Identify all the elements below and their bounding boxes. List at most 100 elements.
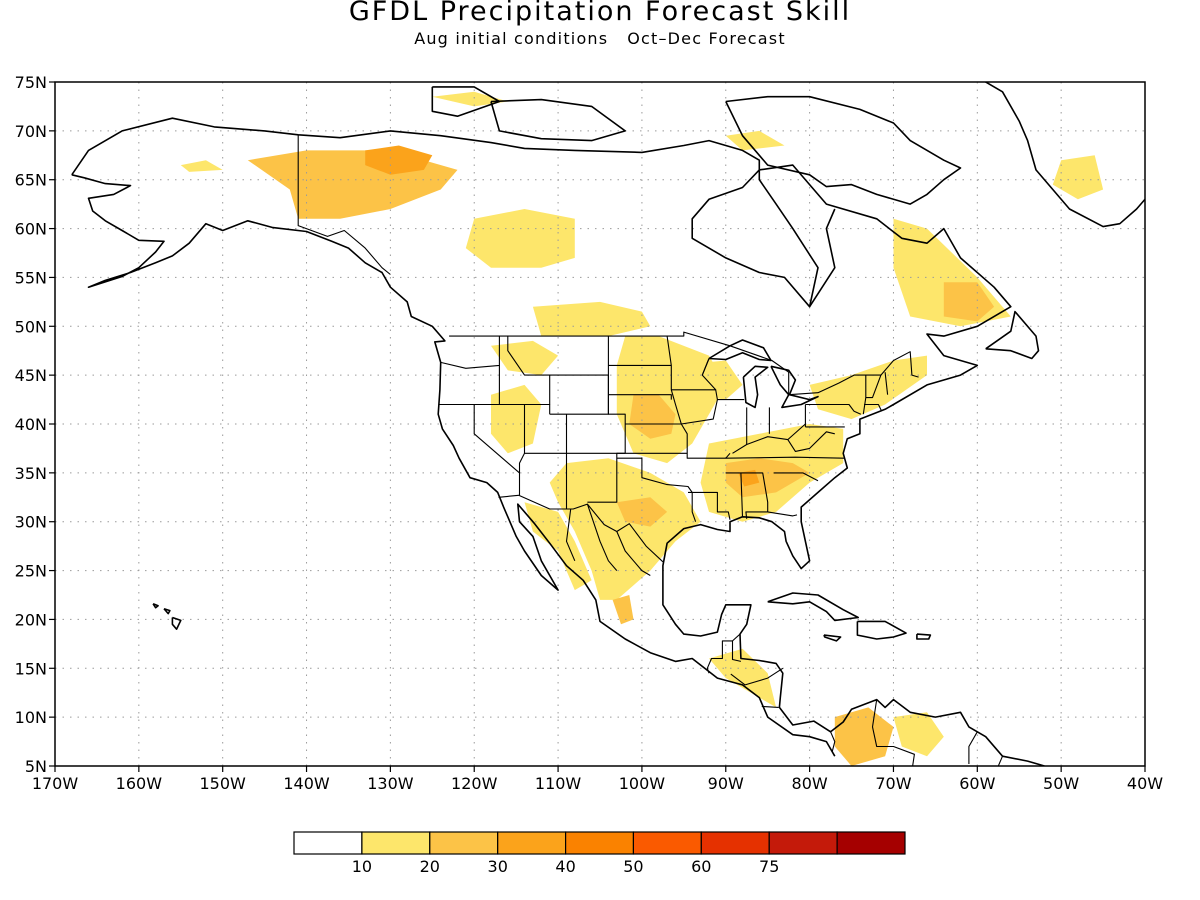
boundary-state-wi-mn bbox=[701, 358, 710, 376]
lat-label-55N: 55N bbox=[15, 268, 47, 287]
lon-label-70W: 70W bbox=[875, 774, 911, 793]
boundary-state-ia-mo bbox=[670, 389, 718, 425]
lon-label-50W: 50W bbox=[1043, 774, 1079, 793]
latitude-tick-labels: 5N 10N 15N 20N 25N 30N 35N 40N 45N 50N 55N 60N 65N 70… bbox=[15, 73, 55, 776]
legend-level-50: 50 bbox=[623, 857, 643, 876]
map-title: GFDL Precipitation Forecast Skill bbox=[348, 0, 852, 27]
coastline-jamaica bbox=[823, 634, 842, 642]
skill-region-texas-core bbox=[616, 497, 668, 527]
lat-label-35N: 35N bbox=[15, 464, 47, 483]
boundary-colombia-venezuela bbox=[871, 699, 915, 766]
legend-level-30: 30 bbox=[488, 857, 508, 876]
coastline-banks-island bbox=[431, 86, 501, 117]
coastline-great-lakes-huron-erie bbox=[770, 365, 819, 409]
map-frame bbox=[54, 81, 1146, 767]
skill-region-southeast-peak bbox=[738, 469, 760, 487]
lon-label-100W: 100W bbox=[619, 774, 666, 793]
coastline-hawaii-oahu bbox=[152, 603, 159, 609]
boundary-state-tn-nc-ga bbox=[773, 472, 819, 482]
legend-level-20: 20 bbox=[420, 857, 440, 876]
boundary-state-pa-ny bbox=[805, 403, 862, 415]
skill-region-arctic-island bbox=[432, 91, 508, 107]
skill-region-mexico-west bbox=[524, 502, 592, 591]
skill-region-central-america bbox=[709, 648, 777, 708]
boundary-state-ok-tx bbox=[616, 457, 697, 522]
legend-swatch bbox=[429, 831, 499, 855]
boundary-state-mo-ar bbox=[680, 423, 731, 459]
lon-label-130W: 130W bbox=[367, 774, 414, 793]
legend-swatch bbox=[293, 831, 363, 855]
skill-region-arctic-island-2 bbox=[725, 130, 785, 151]
boundary-alaska-canada-border bbox=[297, 134, 391, 275]
boundary-state-ar-la bbox=[688, 491, 731, 520]
boundary-mexico-states-2 bbox=[586, 503, 618, 571]
skill-region-venezuela bbox=[893, 712, 944, 757]
boundary-mexico-states bbox=[565, 508, 576, 562]
lon-label-140W: 140W bbox=[283, 774, 330, 793]
legend-swatch bbox=[768, 831, 838, 855]
lon-label-60W: 60W bbox=[959, 774, 995, 793]
boundary-guyana-suriname bbox=[997, 755, 1004, 766]
skill-region-prairies bbox=[532, 301, 651, 337]
coastline-victoria-island bbox=[490, 98, 627, 142]
map-subtitle: Aug initial conditions Oct–Dec Forecast bbox=[0, 29, 1200, 49]
coastline-baffin bbox=[725, 95, 962, 205]
boundary-state-idaho-mt bbox=[498, 336, 551, 406]
boundary-state-mt-nd bbox=[587, 336, 626, 503]
legend-swatch bbox=[632, 831, 702, 855]
skill-region-s-plains-texas bbox=[549, 458, 701, 600]
legend-swatch bbox=[564, 831, 635, 855]
lat-label-40N: 40N bbox=[15, 415, 47, 434]
longitude-tick-labels: 170W 160W 150W 140W 130W 120W 110W 100W 90W 80W 70… bbox=[32, 766, 1163, 793]
legend-level-60: 60 bbox=[691, 857, 711, 876]
legend-swatch bbox=[700, 831, 770, 855]
subtitle-initial-conditions: Aug initial conditions bbox=[414, 29, 609, 48]
coastline-puerto-rico bbox=[916, 633, 932, 640]
legend-swatch bbox=[361, 831, 431, 855]
skill-region-mexico-south bbox=[612, 595, 634, 625]
boundary-state-wy bbox=[549, 374, 609, 415]
coastline-newfoundland bbox=[985, 310, 1040, 360]
skill-region-nwt-lakes bbox=[465, 209, 575, 268]
political-boundaries-layer bbox=[297, 134, 1004, 766]
lon-label-110W: 110W bbox=[535, 774, 582, 793]
skill-region-colombia bbox=[834, 707, 894, 766]
boundary-mexico-states-3 bbox=[616, 531, 651, 576]
subtitle-forecast-period: Oct–Dec Forecast bbox=[627, 29, 786, 48]
boundary-state-ma-ct bbox=[864, 403, 883, 412]
skill-region-southeast-core bbox=[725, 458, 810, 498]
boundary-us-canada-border bbox=[449, 331, 919, 396]
legend-level-40: 40 bbox=[555, 857, 575, 876]
skill-region-yukon-core bbox=[365, 145, 433, 175]
coastline-hudson-bay-inner bbox=[808, 208, 836, 308]
coastline-greenland bbox=[984, 82, 1145, 228]
coastline-hispaniola bbox=[856, 620, 907, 640]
lat-label-70N: 70N bbox=[15, 122, 47, 141]
legend-swatch bbox=[497, 831, 567, 855]
lat-label-15N: 15N bbox=[15, 659, 47, 678]
lat-lon-grid bbox=[55, 82, 1145, 766]
lat-label-45N: 45N bbox=[15, 366, 47, 385]
color-legend: 10 20 30 40 50 60 75 bbox=[293, 831, 906, 876]
legend-level-75: 75 bbox=[759, 857, 779, 876]
lon-label-120W: 120W bbox=[451, 774, 498, 793]
skill-region-greenland-s bbox=[1052, 155, 1104, 200]
boundary-state-sd-ne bbox=[608, 394, 672, 400]
coastline-cuba bbox=[767, 592, 860, 622]
coastline-hawaii-maui bbox=[163, 607, 171, 615]
boundary-central-america-borders bbox=[731, 640, 742, 662]
boundary-us-mexico-border bbox=[498, 494, 664, 563]
lon-label-40W: 40W bbox=[1127, 774, 1163, 793]
lat-label-5N: 5N bbox=[25, 757, 47, 776]
skill-region-labrador-core bbox=[943, 282, 995, 322]
skill-region-alaska-nw bbox=[180, 160, 223, 172]
coastline-great-lakes-michigan bbox=[742, 365, 769, 409]
boundary-panama-colombia bbox=[830, 731, 836, 752]
boundary-state-ky-oh-in bbox=[732, 423, 806, 454]
lon-label-80W: 80W bbox=[792, 774, 828, 793]
coastline-hawaii-big bbox=[171, 616, 182, 631]
boundary-state-nv-ut-az bbox=[518, 404, 526, 473]
boundary-state-me-nh bbox=[884, 372, 889, 395]
lat-label-50N: 50N bbox=[15, 317, 47, 336]
